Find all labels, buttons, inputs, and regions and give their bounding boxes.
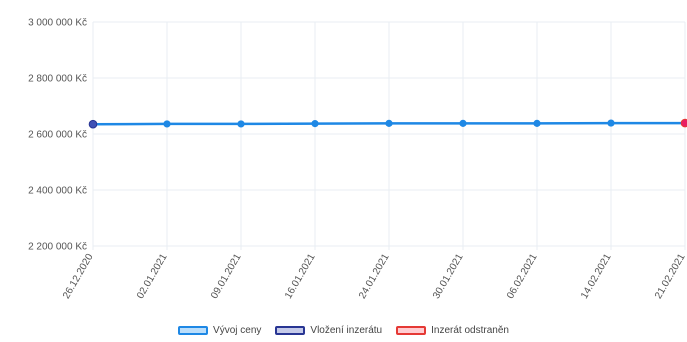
x-tick-label: 02.01.2021 bbox=[135, 252, 170, 301]
chart-points bbox=[88, 118, 687, 129]
legend-label-price-trend: Vývoj ceny bbox=[213, 324, 262, 336]
chart-grid bbox=[92, 21, 686, 250]
chart-legend: Vývoj ceny Vložení inzerátu Inzerát odst… bbox=[0, 320, 687, 340]
legend-item-listing-removed[interactable]: Inzerát odstraněn bbox=[396, 325, 509, 336]
legend-swatch-price-trend bbox=[178, 325, 209, 335]
legend-label-listing-added: Vložení inzerátu bbox=[310, 324, 383, 336]
price-point bbox=[311, 120, 319, 128]
x-tick-label: 26.12.2020 bbox=[61, 252, 96, 301]
listing-added-point bbox=[88, 119, 98, 129]
legend-swatch-listing-added bbox=[275, 325, 306, 335]
x-tick-label: 24.01.2021 bbox=[357, 252, 392, 301]
y-axis: 3 000 000 Kč 2 800 000 Kč 2 600 000 Kč 2 40… bbox=[28, 18, 87, 253]
listing-removed-point bbox=[680, 118, 687, 128]
legend-item-listing-added[interactable]: Vložení inzerátu bbox=[275, 325, 382, 336]
legend-item-price-trend[interactable]: Vývoj ceny bbox=[178, 325, 261, 336]
x-tick-label: 16.01.2021 bbox=[283, 252, 318, 301]
price-point bbox=[385, 119, 393, 127]
y-tick-label: 2 600 000 Kč bbox=[28, 130, 87, 141]
x-tick-label: 14.02.2021 bbox=[579, 252, 614, 301]
x-tick-label: 30.01.2021 bbox=[431, 252, 466, 301]
legend-swatch-listing-removed bbox=[396, 325, 427, 335]
y-tick-label: 2 200 000 Kč bbox=[28, 242, 87, 253]
legend-label-listing-removed: Inzerát odstraněn bbox=[431, 324, 509, 336]
price-point bbox=[163, 120, 171, 128]
price-point bbox=[459, 119, 467, 127]
y-tick-label: 2 800 000 Kč bbox=[28, 74, 87, 85]
price-point bbox=[237, 120, 245, 128]
price-point bbox=[607, 119, 615, 127]
x-tick-label: 21.02.2021 bbox=[653, 252, 687, 301]
x-axis: 26.12.2020 02.01.2021 09.01.2021 16.01.2021… bbox=[61, 252, 687, 301]
price-point bbox=[533, 119, 541, 127]
y-tick-label: 3 000 000 Kč bbox=[28, 18, 87, 29]
x-tick-label: 06.02.2021 bbox=[505, 252, 540, 301]
y-tick-label: 2 400 000 Kč bbox=[28, 186, 87, 197]
x-tick-label: 09.01.2021 bbox=[209, 252, 244, 301]
